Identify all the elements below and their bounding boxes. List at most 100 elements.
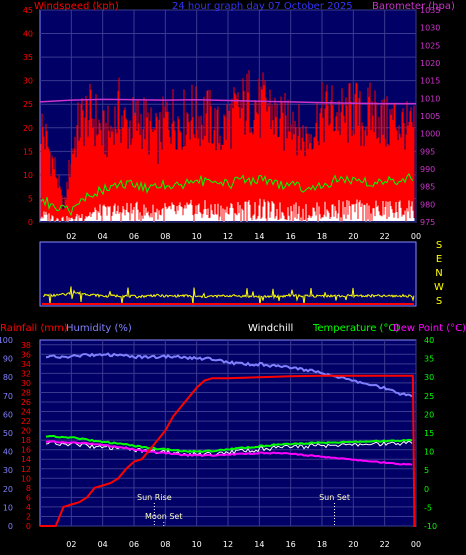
time-tick: 14 (254, 232, 264, 241)
rainfall-tick: 24 (21, 408, 31, 417)
rainfall-tick: 32 (21, 369, 31, 378)
time-tick: 06 (129, 232, 139, 241)
windspeed-axis-label: Windspeed (kph) (34, 1, 119, 12)
windspeed-tick: 10 (23, 171, 33, 180)
windspeed-tick: 20 (23, 124, 33, 133)
direction-label: W (434, 282, 444, 293)
humidity-tick: 70 (3, 392, 13, 401)
windspeed-tick: 5 (28, 194, 33, 203)
temperature-tick: 5 (424, 466, 429, 475)
windchill-label: Windchill (248, 323, 293, 334)
humidity-tick: 20 (3, 485, 13, 494)
time-tick: 08 (160, 540, 170, 549)
rainfall-tick: 28 (21, 388, 31, 397)
time-tick: 06 (129, 540, 139, 549)
time-tick: 12 (223, 540, 233, 549)
time-tick: 10 (192, 540, 202, 549)
humidity-tick: 80 (3, 373, 13, 382)
moon-set-label: Moon Set (145, 512, 182, 521)
time-tick: 18 (317, 232, 327, 241)
temp-plot-grid (40, 340, 417, 527)
temperature-tick: 15 (424, 429, 434, 438)
time-tick: 02 (66, 232, 76, 241)
barometer-tick: 1035 (420, 6, 440, 15)
sun-moon-markers: Sun Rise Moon Set Sun Set (137, 493, 350, 526)
time-tick: 20 (348, 232, 358, 241)
barometer-tick: 1005 (420, 112, 440, 121)
time-tick: 22 (380, 540, 390, 549)
barometer-tick: 1025 (420, 41, 440, 50)
barometer-tick: 1000 (420, 130, 440, 139)
temperature-line (46, 434, 413, 454)
temperature-tick: 35 (424, 355, 434, 364)
humidity-line (45, 352, 413, 398)
time-tick: 16 (286, 232, 296, 241)
humidity-tick: 40 (3, 448, 13, 457)
wind-plot-ticks: 0510152025303540459759809859909951000100… (23, 6, 441, 241)
windspeed-tick: 45 (23, 6, 33, 15)
time-tick: 12 (223, 232, 233, 241)
windspeed-tick: 35 (23, 53, 33, 62)
humidity-tick: 10 (3, 503, 13, 512)
rainfall-axis-label: Rainfall (mm) (0, 323, 68, 334)
time-tick: 02 (66, 540, 76, 549)
wind-direction-line (43, 286, 415, 306)
windspeed-tick: 40 (23, 30, 33, 39)
time-tick: 18 (317, 540, 327, 549)
sun-rise-label: Sun Rise (137, 493, 172, 502)
windspeed-tick: 25 (23, 100, 33, 109)
rainfall-tick: 16 (21, 446, 31, 455)
barometer-tick: 1010 (420, 94, 440, 103)
rainfall-tick: 10 (21, 474, 31, 483)
time-tick: 16 (286, 540, 296, 549)
temperature-axis-label: Temperature (°C) (312, 323, 399, 334)
rainfall-tick: 20 (21, 427, 31, 436)
temperature-tick: 25 (424, 392, 434, 401)
rainfall-line (40, 374, 416, 527)
rainfall-tick: 22 (21, 417, 31, 426)
temperature-tick: 20 (424, 410, 434, 419)
rainfall-tick: 12 (21, 465, 31, 474)
rainfall-tick: 0 (26, 522, 31, 531)
rainfall-tick: 14 (21, 455, 31, 464)
rainfall-tick: 4 (26, 503, 31, 512)
temperature-tick: 10 (424, 448, 434, 457)
time-tick: 10 (192, 232, 202, 241)
barometer-line (39, 98, 416, 105)
direction-label: S (436, 240, 442, 251)
barometer-tick: 975 (420, 218, 435, 227)
temp-plot-ticks: 0102030405060708090100024681012141618202… (0, 336, 437, 549)
rainfall-tick: 18 (21, 436, 31, 445)
barometer-tick: 985 (420, 183, 435, 192)
barometer-tick: 980 (420, 200, 435, 209)
barometer-tick: 990 (420, 165, 435, 174)
wind-plot-series (39, 70, 416, 222)
temperature-tick: -5 (424, 503, 432, 512)
time-tick: 04 (98, 232, 108, 241)
barometer-tick: 1020 (420, 59, 440, 68)
sun-set-label: Sun Set (319, 493, 350, 502)
graph-title: 24 hour graph day 07 October 2025 (172, 1, 353, 12)
barometer-tick: 1030 (420, 24, 440, 33)
time-tick: 04 (98, 540, 108, 549)
barometer-tick: 995 (420, 147, 435, 156)
rainfall-tick: 8 (26, 484, 31, 493)
windspeed-tick: 0 (28, 218, 33, 227)
time-tick: 22 (380, 232, 390, 241)
rainfall-tick: 30 (21, 379, 31, 388)
time-tick: 08 (160, 232, 170, 241)
humidity-tick: 60 (3, 410, 13, 419)
avg-wind-line (40, 172, 414, 217)
time-tick: 14 (254, 540, 264, 549)
rainfall-tick: 36 (21, 350, 31, 359)
barometer-tick: 1015 (420, 77, 440, 86)
humidity-tick: 30 (3, 466, 13, 475)
direction-label: E (436, 254, 442, 265)
time-tick: 20 (348, 540, 358, 549)
humidity-tick: 100 (0, 336, 13, 345)
time-tick: 00 (411, 232, 421, 241)
humidity-axis-label: Humidity (%) (66, 323, 132, 334)
rainfall-tick: 34 (21, 360, 31, 369)
direction-label: S (436, 296, 442, 307)
